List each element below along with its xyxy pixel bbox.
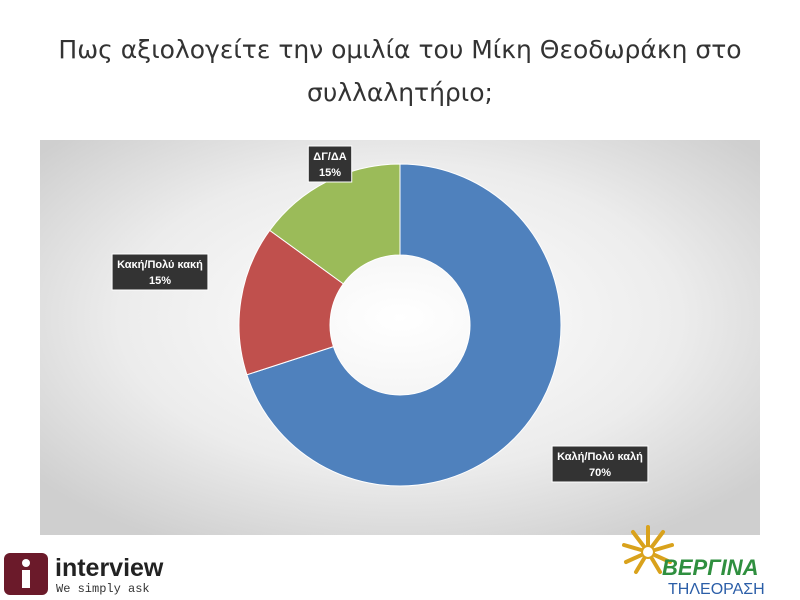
label-box (551, 445, 649, 483)
chart-title: Πως αξιολογείτε την ομιλία του Μίκη Θεοδ… (58, 35, 741, 64)
data-labels: Καλή/Πολύ καλή 70% Κακή/Πολύ κακή 15% ΔΓ/ΔΑ 1… (111, 145, 649, 483)
label-value: 15% (319, 167, 341, 179)
label-category: Καλή/Πολύ καλή (557, 451, 643, 463)
donut (238, 163, 562, 487)
label-category: ΔΓ/ΔΑ (313, 151, 346, 163)
logo-text: ΒΕΡΓΙΝΑ (662, 555, 759, 580)
logo-tagline: We simply ask (56, 582, 150, 596)
label-box (307, 145, 353, 183)
logo-icon (22, 559, 30, 567)
logo-text: interview (55, 554, 164, 582)
donut-segment (246, 163, 562, 487)
label-category: Κακή/Πολύ κακή (117, 259, 203, 271)
label-value: 15% (149, 275, 171, 287)
label-box (111, 253, 209, 291)
label-value: 70% (589, 467, 611, 479)
logo-sun (641, 545, 655, 559)
chart-title: συλλαλητήριο; (307, 78, 493, 107)
logo-subtitle: ΤΗΛΕΟΡΑΣΗ (668, 581, 765, 598)
donut-segment (238, 229, 345, 376)
donut-segment (269, 163, 401, 285)
logo-icon (22, 570, 30, 588)
